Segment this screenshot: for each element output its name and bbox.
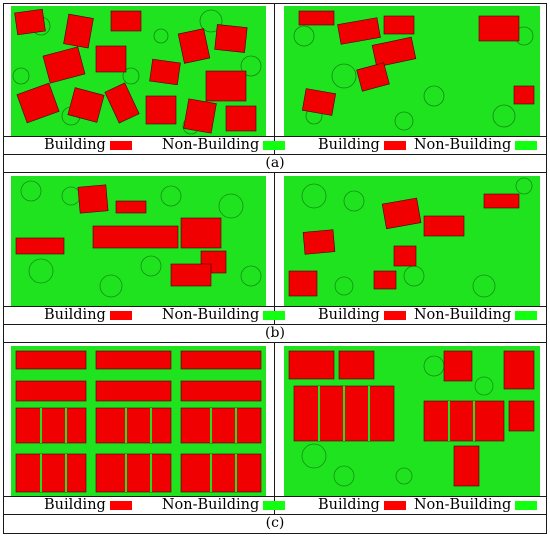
panel-caption-a: (a) [265,155,285,171]
legend-non-building-swatch [515,140,538,150]
legend-building-swatch [383,140,406,150]
classification-map-c-right [284,346,540,496]
legend-non-building-label: Non-Building [413,137,512,153]
divider [274,342,275,514]
legend: Building Non-Building [318,136,545,154]
legend-non-building-swatch [263,310,286,320]
legend-non-building-label: Non-Building [413,497,512,513]
classification-map-a-right [284,6,540,136]
divider [274,3,275,154]
legend-building-swatch [383,500,406,510]
legend-non-building-label: Non-Building [413,307,512,323]
legend-non-building-swatch [515,310,538,320]
legend-building-label: Building [318,307,380,323]
divider [3,324,547,325]
divider [3,306,547,307]
classification-map-b-right [284,176,540,306]
legend: Building Non-Building [318,496,545,514]
panel-caption-b: (b) [265,325,285,341]
divider [274,172,275,324]
legend-non-building-swatch [263,500,286,510]
legend-building-label: Building [44,307,106,323]
legend-building-label: Building [44,497,106,513]
legend-non-building-label: Non-Building [161,497,260,513]
divider [3,136,547,137]
divider [3,172,547,173]
legend-building-swatch [109,500,132,510]
legend-building-label: Building [44,137,106,153]
divider [3,342,547,343]
legend-non-building-swatch [515,500,538,510]
legend-building-swatch [109,310,132,320]
legend: Building Non-Building [44,306,293,324]
legend-non-building-label: Non-Building [161,307,260,323]
legend-building-label: Building [318,497,380,513]
legend-building-label: Building [318,137,380,153]
divider [3,496,547,497]
figure-frame [3,3,547,534]
divider [3,514,547,515]
legend-building-swatch [109,140,132,150]
legend: Building Non-Building [318,306,545,324]
classification-map-a-left [11,6,266,136]
classification-map-c-left [11,346,266,496]
panel-caption-c: (c) [265,515,285,531]
classification-map-b-left [11,176,266,306]
legend-non-building-swatch [263,140,286,150]
legend-building-swatch [383,310,406,320]
legend: Building Non-Building [44,136,293,154]
legend-non-building-label: Non-Building [161,137,260,153]
divider [3,154,547,155]
legend: Building Non-Building [44,496,293,514]
